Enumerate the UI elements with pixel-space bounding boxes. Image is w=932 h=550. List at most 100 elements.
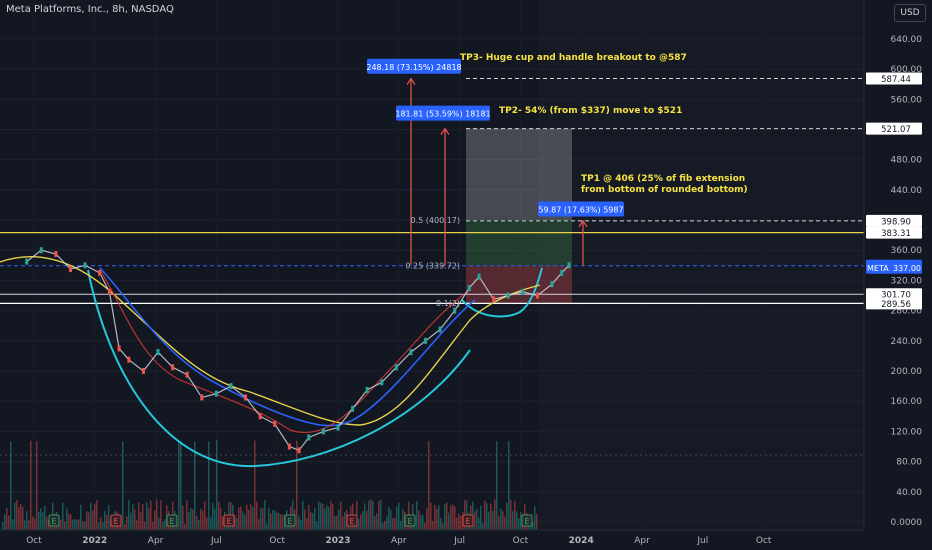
volume-bar [124, 523, 126, 530]
volume-bar [126, 516, 128, 530]
price-candle [39, 247, 43, 254]
x-axis[interactable]: Oct 2022 Apr Jul Oct 2023 Apr Jul Oct 2024 Apr Jul O… [26, 536, 772, 546]
earnings-marker: E [114, 517, 119, 526]
volume-bar [498, 516, 500, 530]
volume-bar [416, 501, 418, 530]
volume-bar [62, 502, 64, 530]
y-axis[interactable]: 0.0000 40.00 80.00 120.00 160.00 200.00 240.00… [891, 35, 923, 528]
volume-bar [26, 511, 28, 530]
y-tick-label: 120.00 [891, 427, 923, 437]
volume-bar [170, 523, 172, 530]
volume-bar [418, 510, 420, 530]
price-candle [54, 251, 58, 258]
volume-bar [160, 500, 162, 530]
earnings-marker-box [404, 514, 416, 527]
volume-bar [190, 508, 192, 530]
volume-bar [432, 521, 434, 530]
volume-bar [492, 511, 494, 530]
y-tick-label: 600.00 [891, 65, 923, 75]
volume-bar [164, 519, 166, 530]
volume-bar [186, 500, 188, 530]
price-candle [141, 368, 145, 375]
volume-bar [304, 509, 306, 530]
volume-bar [18, 507, 20, 530]
volume-bar [24, 520, 26, 530]
volume-bar [260, 508, 262, 530]
volume-bar [220, 507, 222, 530]
volume-bar [100, 517, 102, 530]
volume-bar [208, 441, 210, 530]
y-tick-label: 320.00 [891, 276, 923, 286]
price-candle [477, 273, 481, 280]
volume-bar [152, 521, 154, 530]
price-label-box [866, 122, 922, 135]
y-tick-label: 80.00 [896, 458, 922, 468]
volume-bar [130, 512, 132, 530]
volume-bar [402, 509, 404, 530]
price-candle [117, 345, 121, 352]
volume-bar [324, 508, 326, 530]
badge-label: 59.87 (17.63%) 5987 [538, 205, 623, 214]
volume-bar [478, 517, 480, 530]
price-candle [107, 288, 111, 295]
volume-bar [406, 523, 408, 530]
volume-bar [332, 504, 334, 530]
volume-bar [210, 516, 212, 530]
earnings-marker: E [288, 517, 293, 526]
volume-bar [510, 499, 512, 530]
y-tick-label: 280.00 [891, 307, 923, 317]
price-candle [127, 356, 131, 363]
volume-bar [278, 512, 280, 530]
volume-bar [426, 508, 428, 530]
target-zone-lower [466, 219, 572, 266]
volume-bar [306, 518, 308, 530]
volume-bar [20, 504, 22, 530]
volume-bar [528, 523, 530, 530]
price-candle [185, 371, 189, 378]
price-candle [297, 447, 301, 454]
volume-bar [78, 519, 80, 530]
volume-bar [396, 507, 398, 530]
price-candle [453, 307, 457, 314]
volume-bar [400, 520, 402, 530]
price-label: 337.00 [893, 264, 921, 273]
volume-bar [398, 502, 400, 530]
price-candle [409, 349, 413, 356]
earnings-marker-box [166, 514, 178, 527]
price-candle [424, 337, 428, 344]
volume-bar [92, 510, 94, 530]
volume-bar [66, 508, 68, 530]
volume-bar [326, 505, 328, 530]
volume-bar [236, 517, 238, 530]
volume-bar [382, 523, 384, 530]
volume-bar [388, 506, 390, 530]
volume-bar [96, 499, 98, 530]
volume-bar [422, 515, 424, 530]
volume-bar [70, 514, 72, 530]
price-candle [394, 364, 398, 371]
volume-bar [156, 499, 158, 530]
volume-bar [338, 509, 340, 530]
volume-bar [276, 512, 278, 530]
volume-bar [386, 516, 388, 530]
indicator-curves [0, 255, 543, 468]
badge-box [538, 201, 624, 217]
earnings-marker-box [110, 514, 122, 527]
earnings-marker: E [227, 517, 232, 526]
earnings-marker-box [284, 514, 296, 527]
volume-bar [308, 505, 310, 530]
price-label-box [866, 297, 922, 310]
volume-bar [150, 500, 152, 530]
volume-bar [448, 512, 450, 530]
volume-bar [108, 505, 110, 530]
x-tick-label: Oct [756, 536, 772, 546]
fib-label: 0.5 (400.17) [411, 216, 461, 225]
volume-bar [508, 441, 510, 530]
volume-bar [488, 511, 490, 530]
y-tick-label: 200.00 [891, 367, 923, 377]
volume-bar [250, 504, 252, 530]
x-tick-label: Apr [391, 536, 407, 546]
currency-button[interactable]: USD [894, 4, 926, 22]
volume-bar [434, 504, 436, 530]
